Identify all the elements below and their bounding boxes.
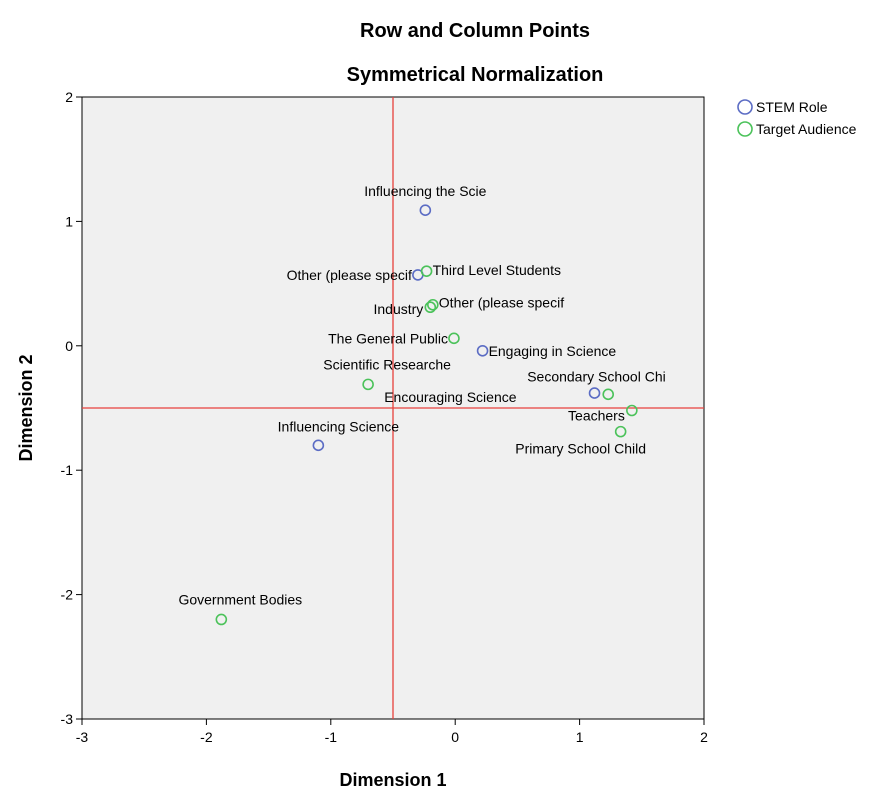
data-point-label: Influencing Science <box>278 418 400 434</box>
x-tick-label: -3 <box>76 729 89 745</box>
data-point <box>420 265 433 277</box>
y-tick-label: 2 <box>65 89 73 105</box>
data-point-label: Scientific Researche <box>323 356 451 372</box>
data-point <box>312 439 325 452</box>
y-axis-title: Dimension 2 <box>16 354 36 461</box>
data-point <box>614 425 627 438</box>
data-point-label: The General Public <box>328 330 448 346</box>
legend-marker <box>737 121 753 137</box>
reference-lines <box>82 97 704 719</box>
data-point-label: Encouraging Science <box>384 389 517 405</box>
legend: STEM Role Target Audience <box>737 99 857 137</box>
data-point <box>427 298 439 311</box>
y-tick-label: 1 <box>65 213 73 229</box>
legend-label: Target Audience <box>756 121 857 137</box>
chart-title: Row and Column Points <box>360 20 590 42</box>
data-point <box>476 344 489 357</box>
x-tick-label: 1 <box>576 729 584 745</box>
data-point <box>588 387 601 399</box>
data-point-label: Engaging in Science <box>489 343 617 359</box>
data-point-label: Influencing the Scie <box>364 183 486 199</box>
data-point <box>602 388 615 401</box>
x-tick-label: -1 <box>325 729 338 745</box>
data-point <box>419 204 432 217</box>
x-tick-label: 0 <box>451 729 459 745</box>
x-axis: -3 -2 -1 0 1 2 <box>76 719 708 745</box>
x-axis-title: Dimension 1 <box>339 770 446 790</box>
data-point-label: Industry <box>374 301 424 317</box>
data-point <box>448 332 460 345</box>
y-tick-label: -2 <box>61 587 74 603</box>
data-point-label: Third Level Students <box>433 262 561 278</box>
legend-label: STEM Role <box>756 99 828 115</box>
data-point-label: Primary School Child <box>515 441 646 457</box>
data-points: Influencing the Scie Other (please specif… <box>178 183 666 626</box>
data-point <box>215 613 228 626</box>
y-tick-label: -1 <box>61 462 74 478</box>
x-tick-label: 2 <box>700 729 708 745</box>
data-point-label: Other (please specif <box>287 267 412 283</box>
data-point-label: Teachers <box>568 407 625 423</box>
data-point <box>362 378 374 391</box>
y-axis: -3 -2 -1 0 1 2 <box>61 89 82 727</box>
data-point-label: Secondary School Chi <box>527 368 666 384</box>
y-tick-label: 0 <box>65 338 73 354</box>
data-point-label: Government Bodies <box>178 591 302 607</box>
data-point <box>626 404 638 417</box>
data-point-label: Other (please specif <box>439 295 564 311</box>
data-point <box>424 301 437 314</box>
x-tick-label: -2 <box>200 729 213 745</box>
chart-subtitle: Symmetrical Normalization <box>347 64 604 86</box>
y-tick-label: -3 <box>61 711 74 727</box>
legend-marker <box>737 99 753 115</box>
